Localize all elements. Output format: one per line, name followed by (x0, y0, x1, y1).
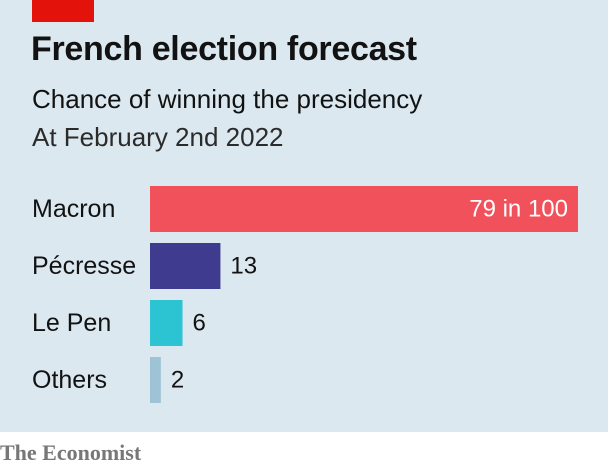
brand-tag (32, 0, 94, 22)
value-label-le-pen: 6 (193, 310, 206, 337)
bar-pecresse (150, 243, 221, 289)
bar-le-pen (150, 300, 183, 346)
source-logo: The Economist (0, 440, 142, 465)
chart-date: At February 2nd 2022 (32, 122, 284, 152)
bar-macron (150, 186, 578, 232)
category-label-pecresse: Pécresse (32, 252, 136, 280)
value-label-pecresse: 13 (230, 253, 257, 280)
chart-title: French election forecast (31, 30, 417, 68)
category-label-le-pen: Le Pen (32, 309, 111, 337)
category-label-others: Others (32, 366, 107, 394)
bar-others (150, 357, 161, 403)
chart-subtitle: Chance of winning the presidency (32, 84, 423, 114)
value-label-macron: 79 in 100 (469, 196, 568, 223)
value-label-others: 2 (171, 367, 184, 394)
category-label-macron: Macron (32, 195, 115, 223)
bar-chart: Macron 79 in 100 Pécresse 13 Le Pen 6 Others 2 (32, 186, 578, 403)
